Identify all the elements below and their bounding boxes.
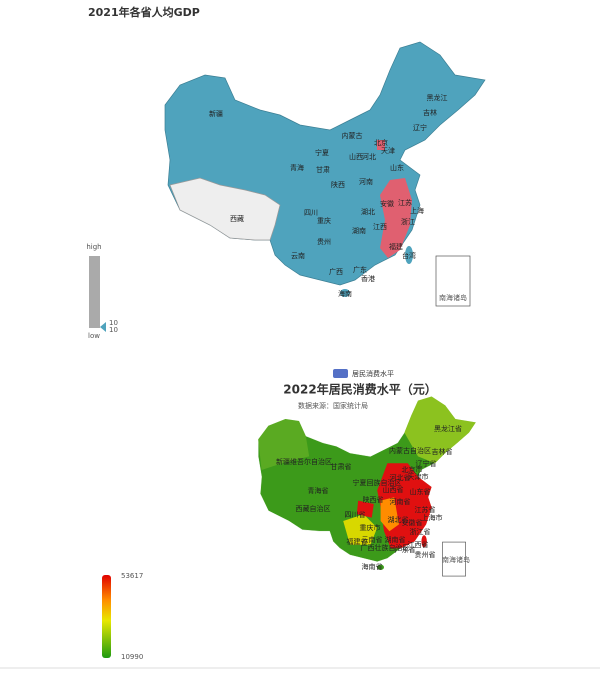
region-label: 新疆 xyxy=(209,109,223,118)
visual-map-value: 10 xyxy=(109,326,118,334)
region-label: 山东 xyxy=(390,163,404,172)
region-label: 安徽 xyxy=(380,199,394,208)
region-label: 云南省 xyxy=(362,535,383,544)
region-label: 山西 xyxy=(349,152,363,161)
region-label: 甘肃省 xyxy=(331,462,352,471)
region-label: 北京市 xyxy=(402,465,423,474)
region-label: 吉林省 xyxy=(432,447,453,456)
region-label: 广东 xyxy=(353,265,367,274)
region-label: 内蒙古 xyxy=(342,131,363,140)
region-label: 台湾 xyxy=(402,251,416,260)
region-label: 宁夏 xyxy=(315,148,329,157)
region-label: 河南 xyxy=(359,177,373,186)
region-label: 江苏省 xyxy=(415,505,436,514)
visual-map-handle xyxy=(100,322,106,332)
region-label: 海南省 xyxy=(362,562,383,571)
region-label: 重庆 xyxy=(317,216,331,225)
map2-shapes xyxy=(257,396,477,577)
map2-subtitle: 数据来源：国家统计局 xyxy=(298,401,368,410)
visual-map-bar xyxy=(89,256,100,328)
region-label: 新疆维吾尔自治区 xyxy=(276,457,332,466)
region-label: 宁夏回族自治区 xyxy=(353,478,402,487)
region-label: 海南 xyxy=(338,289,352,298)
region-label: 河北省 xyxy=(390,473,411,482)
region-label: 西藏自治区 xyxy=(296,504,331,513)
region-label: 上海 xyxy=(410,206,424,215)
region-label: 浙江省 xyxy=(410,527,431,536)
region-label: 贵州省 xyxy=(415,550,436,559)
region-label: 辽宁 xyxy=(413,123,427,132)
region-label: 青海省 xyxy=(308,486,329,495)
region-label: 上海市 xyxy=(422,513,443,522)
visual-map-value: 10 xyxy=(109,319,118,327)
region-label: 江西 xyxy=(373,223,387,231)
visual-map-high: high xyxy=(86,243,101,251)
region-label: 四川 xyxy=(304,209,318,217)
region-label: 四川省 xyxy=(345,510,366,519)
region-label: 河南省 xyxy=(390,497,411,506)
region-label: 河北 xyxy=(362,153,376,161)
region-label: 湖北省 xyxy=(388,515,409,524)
region-label: 湖南省 xyxy=(385,535,406,544)
region-label: 陕西省 xyxy=(363,495,384,504)
region-label: 北京 xyxy=(374,138,388,147)
region-label: 湖南 xyxy=(352,226,366,235)
region-label: 黑龙江省 xyxy=(434,424,462,433)
region-label: 广西 xyxy=(329,267,343,276)
region-label: 重庆市 xyxy=(360,523,381,532)
visual-map-min: 10990 xyxy=(121,653,143,661)
map1-title: 2021年各省人均GDP xyxy=(88,5,200,19)
map1-shapes xyxy=(164,41,486,307)
region-label: 福建 xyxy=(389,242,403,251)
region-label: 湖北 xyxy=(361,207,375,216)
region-label: 陕西 xyxy=(331,180,345,189)
region-label: 山东省 xyxy=(410,487,431,496)
map2-title: 2022年居民消费水平（元） xyxy=(283,382,436,397)
region-label: 云南 xyxy=(291,251,305,260)
region-label: 吉林 xyxy=(423,108,437,117)
region-label: 西藏 xyxy=(230,214,244,223)
south-sea-label: 南海诸岛 xyxy=(439,293,467,302)
region-label: 香港 xyxy=(361,274,375,283)
region-label: 广西壮族自治区 xyxy=(361,543,410,552)
legend-swatch[interactable] xyxy=(333,369,348,378)
region-label: 山西省 xyxy=(383,485,404,494)
region-label: 天津 xyxy=(381,147,395,155)
region-label: 甘肃 xyxy=(316,165,330,174)
region-label: 青海 xyxy=(290,163,304,172)
legend-label[interactable]: 居民消费水平 xyxy=(352,369,394,378)
visual-map-max: 53617 xyxy=(121,572,143,580)
region-label: 黑龙江 xyxy=(427,93,448,102)
visual-map-bar xyxy=(102,575,111,658)
region-label: 贵州 xyxy=(317,237,331,246)
region-label: 浙江 xyxy=(401,217,415,226)
region-label: 天津市 xyxy=(408,472,429,481)
region-label: 内蒙古自治区 xyxy=(389,446,431,455)
region-label: 江西省 xyxy=(408,540,429,549)
region-label: 江苏 xyxy=(398,198,412,207)
region-label: 安徽省 xyxy=(402,518,423,527)
region-label: 福建省 xyxy=(347,537,368,546)
visual-map-low: low xyxy=(88,332,100,340)
region-label: 广东省 xyxy=(395,545,416,554)
south-sea-label: 南海诸岛 xyxy=(442,555,470,564)
region-label: 辽宁省 xyxy=(416,459,437,468)
